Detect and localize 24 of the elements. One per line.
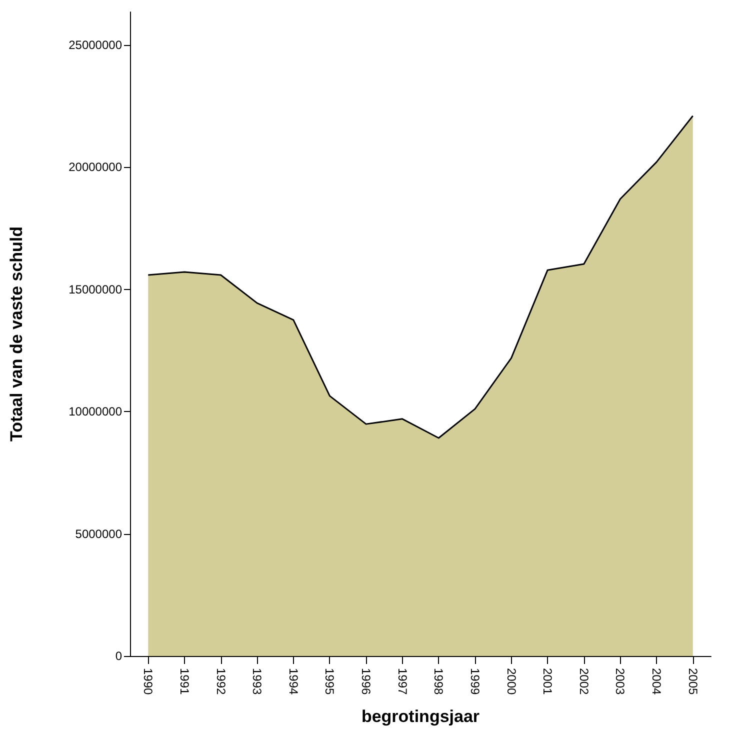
x-tick-label: 2005 xyxy=(686,668,700,696)
x-tick-label: 1997 xyxy=(395,668,410,696)
x-tick-label: 1994 xyxy=(286,668,300,696)
x-tick-label: 1995 xyxy=(322,668,337,696)
x-tick-label: 1992 xyxy=(214,668,228,696)
x-tick-label: 2000 xyxy=(504,668,518,696)
y-tick-label: 5000000 xyxy=(75,526,122,541)
y-tick-label: 15000000 xyxy=(68,282,122,296)
x-tick-label: 1999 xyxy=(468,668,482,696)
x-tick-label: 2001 xyxy=(540,668,555,696)
y-tick-label: 25000000 xyxy=(68,38,122,52)
x-tick-label: 1990 xyxy=(141,668,156,696)
y-tick-label: 10000000 xyxy=(68,404,122,419)
y-tick-label: 0 xyxy=(115,649,122,663)
y-axis-title: Totaal van de vaste schuld xyxy=(7,226,26,442)
x-tick-label: 1993 xyxy=(250,668,264,696)
x-tick-label: 1998 xyxy=(432,668,446,696)
x-tick-label: 1991 xyxy=(177,668,192,696)
x-tick-label: 2002 xyxy=(576,668,591,696)
x-tick-label: 2003 xyxy=(613,668,628,696)
y-tick-label: 20000000 xyxy=(68,160,122,174)
x-tick-label: 2004 xyxy=(650,668,664,696)
x-axis-title: begrotingsjaar xyxy=(361,707,480,726)
x-tick-label: 1996 xyxy=(359,668,374,696)
